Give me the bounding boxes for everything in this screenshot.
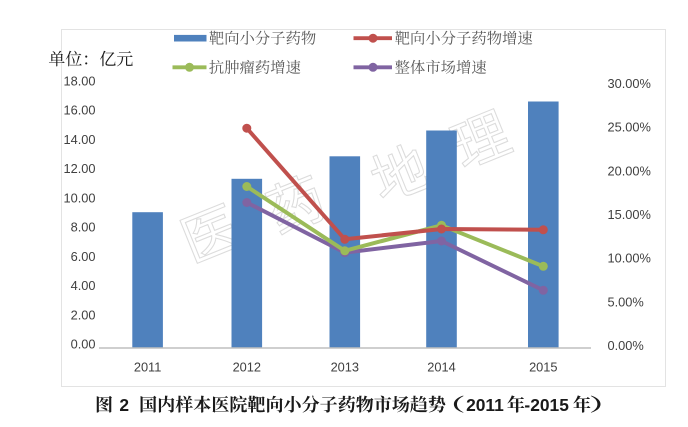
svg-text:6.00: 6.00: [71, 249, 96, 264]
svg-text:2: 2: [119, 395, 129, 415]
svg-text:12.00: 12.00: [63, 161, 95, 176]
svg-text:2.00: 2.00: [71, 307, 96, 322]
svg-text:14.00: 14.00: [63, 132, 95, 147]
svg-text:4.00: 4.00: [71, 278, 96, 293]
svg-text:5.00%: 5.00%: [608, 295, 644, 310]
svg-text:0.00%: 0.00%: [608, 338, 644, 353]
svg-text:-: -: [524, 395, 530, 415]
svg-text:16.00: 16.00: [63, 103, 95, 118]
svg-text:2015: 2015: [530, 395, 569, 415]
svg-text:10.00: 10.00: [63, 190, 95, 205]
svg-text:8.00: 8.00: [71, 220, 96, 235]
svg-text:18.00: 18.00: [63, 74, 95, 89]
svg-text:20.00%: 20.00%: [608, 163, 651, 178]
svg-text:25.00%: 25.00%: [608, 120, 651, 135]
svg-text:2012: 2012: [233, 360, 261, 375]
svg-text:2011: 2011: [134, 360, 162, 375]
svg-text:2015: 2015: [529, 360, 557, 375]
svg-text:0.00: 0.00: [71, 337, 96, 352]
svg-text:15.00%: 15.00%: [608, 207, 651, 222]
svg-text:2014: 2014: [427, 360, 455, 375]
svg-text:2011: 2011: [466, 395, 504, 415]
svg-text:10.00%: 10.00%: [608, 251, 651, 266]
svg-text:30.00%: 30.00%: [608, 76, 651, 91]
svg-text:2013: 2013: [331, 360, 359, 375]
